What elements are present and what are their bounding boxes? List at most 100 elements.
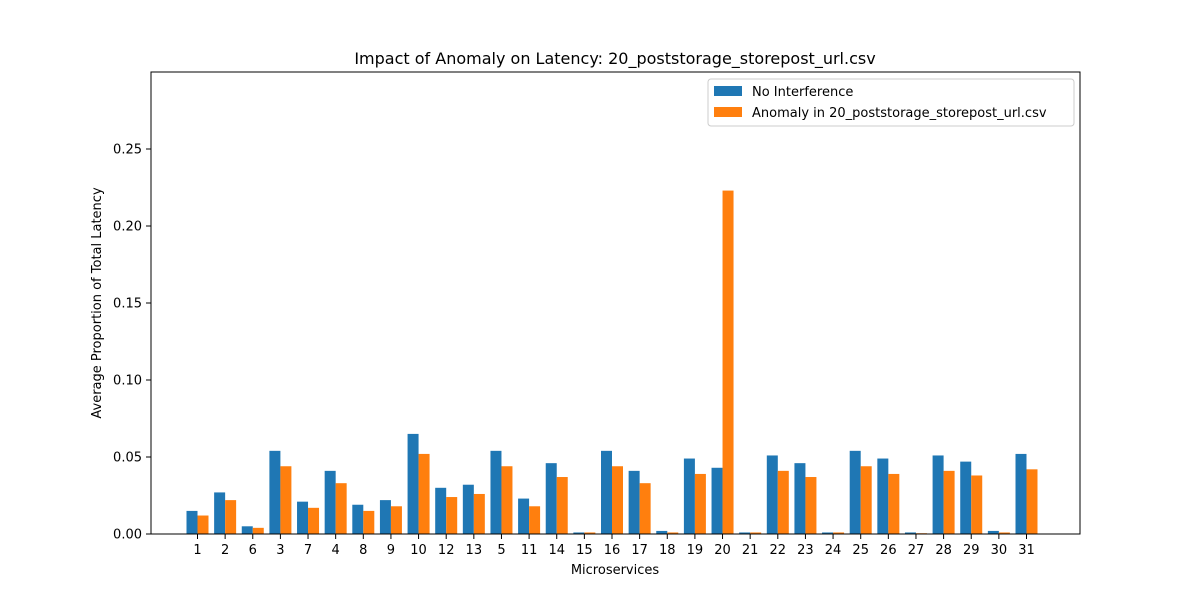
bar-anomaly-7 <box>308 507 320 534</box>
bar-no-interference-23 <box>794 463 806 534</box>
bar-no-interference-15 <box>573 532 585 534</box>
bar-anomaly-3 <box>280 466 292 534</box>
x-tick-label-12: 12 <box>438 543 455 558</box>
legend-label-anomaly: Anomaly in 20_poststorage_storepost_url.… <box>752 106 1047 121</box>
bar-no-interference-11 <box>518 498 530 534</box>
bar-no-interference-17 <box>628 470 640 534</box>
bar-anomaly-1 <box>197 515 209 534</box>
bar-anomaly-16 <box>612 466 623 534</box>
x-tick-label-6: 6 <box>249 543 257 558</box>
y-axis-label: Average Proportion of Total Latency <box>90 187 105 419</box>
bar-no-interference-2 <box>214 492 226 534</box>
x-tick-label-23: 23 <box>797 543 814 558</box>
bar-anomaly-20 <box>722 190 734 534</box>
legend-swatch-no-interference <box>714 86 742 96</box>
bar-no-interference-14 <box>545 463 557 534</box>
bar-no-interference-13 <box>462 484 474 534</box>
x-tick-label-22: 22 <box>770 543 787 558</box>
bar-no-interference-31 <box>1015 453 1027 534</box>
x-axis-ticks: 1 2 6 3 7 4 8 9 10 12 13 5 11 14 15 16 17 18 19 20 21 22 23 24 2… <box>193 534 1035 558</box>
bar-no-interference-16 <box>601 450 612 534</box>
y-tick-label: 0.20 <box>113 220 142 235</box>
bar-anomaly-23 <box>805 477 817 534</box>
bar-anomaly-30 <box>998 532 1010 534</box>
bar-anomaly-31 <box>1026 469 1038 534</box>
x-tick-label-20: 20 <box>714 543 731 558</box>
bar-anomaly-4 <box>335 483 347 534</box>
x-tick-label-27: 27 <box>908 543 925 558</box>
x-tick-label-4: 4 <box>332 543 340 558</box>
bar-anomaly-28 <box>943 470 955 534</box>
bar-anomaly-10 <box>418 453 430 534</box>
bar-anomaly-25 <box>860 466 872 534</box>
bar-no-interference-21 <box>739 532 751 534</box>
x-tick-label-31: 31 <box>1018 543 1035 558</box>
x-tick-label-8: 8 <box>359 543 367 558</box>
bar-anomaly-11 <box>529 506 541 534</box>
x-tick-label-28: 28 <box>935 543 952 558</box>
x-tick-label-17: 17 <box>631 543 648 558</box>
bar-anomaly-6 <box>252 527 264 534</box>
x-tick-label-18: 18 <box>659 543 676 558</box>
y-tick-label: 0.00 <box>113 528 142 543</box>
x-tick-label-26: 26 <box>880 543 897 558</box>
x-tick-label-3: 3 <box>276 543 284 558</box>
bar-anomaly-24 <box>833 532 845 534</box>
bar-no-interference-20 <box>711 467 723 534</box>
legend: No Interference Anomaly in 20_poststorag… <box>707 78 1075 127</box>
chart-title: Impact of Anomaly on Latency: 20_poststo… <box>354 49 875 69</box>
bar-anomaly-9 <box>390 506 402 534</box>
x-tick-label-24: 24 <box>825 543 842 558</box>
x-axis-label: Microservices <box>571 563 660 578</box>
x-tick-label-21: 21 <box>742 543 759 558</box>
bar-anomaly-12 <box>446 497 458 534</box>
bar-anomaly-19 <box>694 473 706 534</box>
bar-anomaly-8 <box>363 510 375 534</box>
legend-swatch-anomaly <box>714 107 742 117</box>
bar-no-interference-1 <box>186 510 198 534</box>
x-tick-label-9: 9 <box>387 543 395 558</box>
x-tick-label-1: 1 <box>193 543 201 558</box>
x-tick-label-25: 25 <box>852 543 869 558</box>
bars-group <box>186 190 1038 534</box>
bar-anomaly-15 <box>584 532 596 534</box>
x-tick-label-15: 15 <box>576 543 593 558</box>
bar-anomaly-13 <box>473 493 485 534</box>
bar-no-interference-8 <box>352 504 364 534</box>
bar-no-interference-3 <box>269 450 281 534</box>
y-tick-label: 0.15 <box>113 297 142 312</box>
bar-no-interference-6 <box>241 526 253 534</box>
y-tick-label: 0.10 <box>113 374 142 389</box>
x-tick-label-13: 13 <box>466 543 483 558</box>
legend-label-no-interference: No Interference <box>752 85 853 100</box>
bar-anomaly-2 <box>225 500 237 534</box>
bar-no-interference-22 <box>766 455 778 534</box>
legend-box <box>707 78 1075 127</box>
bar-anomaly-21 <box>750 532 762 534</box>
bar-no-interference-28 <box>932 455 944 534</box>
bar-no-interference-25 <box>849 450 861 534</box>
x-tick-label-16: 16 <box>604 543 621 558</box>
bar-anomaly-29 <box>971 475 983 534</box>
bar-no-interference-19 <box>683 458 695 534</box>
x-tick-label-14: 14 <box>548 543 565 558</box>
bar-no-interference-26 <box>877 458 889 534</box>
bar-no-interference-30 <box>987 530 999 534</box>
bar-no-interference-10 <box>407 433 419 534</box>
plot-frame <box>150 71 1081 535</box>
bar-no-interference-7 <box>297 501 309 534</box>
bar-no-interference-29 <box>960 461 972 534</box>
bar-anomaly-18 <box>667 532 679 534</box>
bar-anomaly-14 <box>556 477 568 534</box>
bar-anomaly-5 <box>501 466 513 534</box>
x-tick-label-19: 19 <box>687 543 704 558</box>
bar-no-interference-12 <box>435 487 447 534</box>
y-tick-label: 0.25 <box>113 143 142 158</box>
bar-anomaly-26 <box>888 473 900 534</box>
bar-no-interference-24 <box>822 532 834 534</box>
bar-anomaly-17 <box>639 483 651 534</box>
x-tick-label-30: 30 <box>991 543 1008 558</box>
x-tick-label-10: 10 <box>410 543 427 558</box>
x-tick-label-2: 2 <box>221 543 229 558</box>
